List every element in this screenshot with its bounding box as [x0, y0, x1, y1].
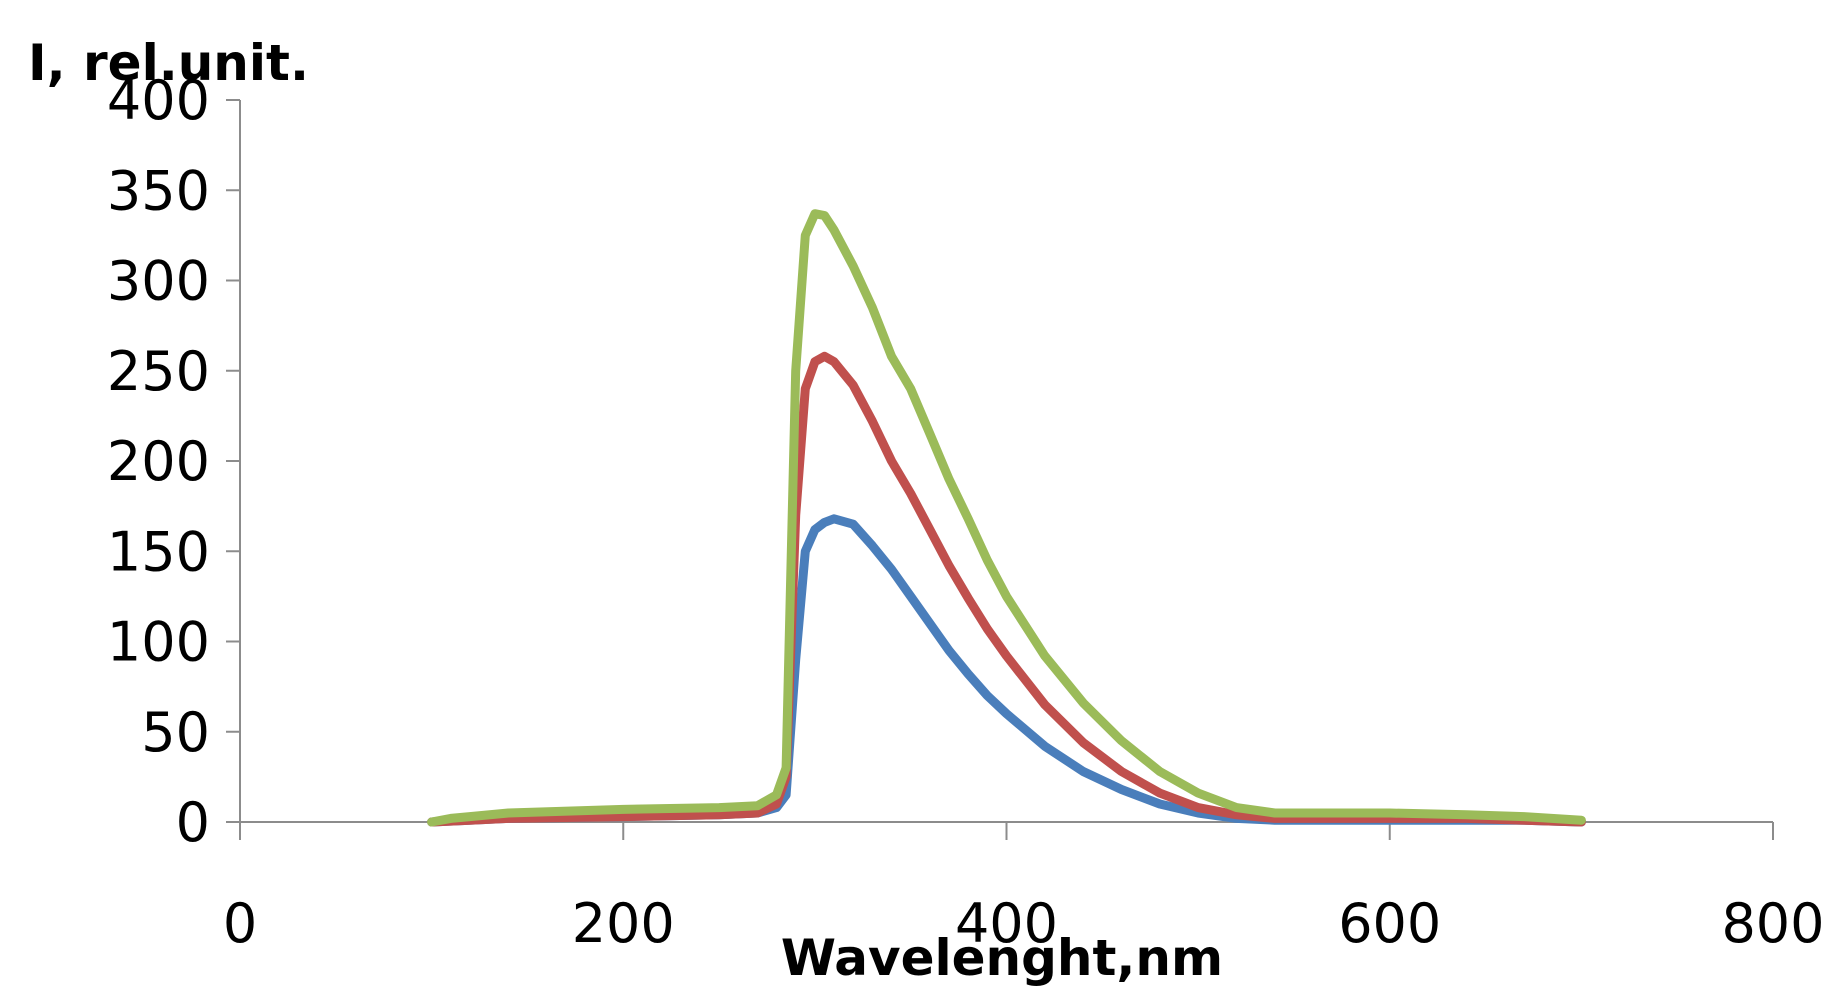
- y-tick-label: 100: [107, 611, 210, 674]
- y-tick-label: 350: [107, 159, 210, 222]
- y-tick-label: 150: [107, 520, 210, 583]
- y-tick-label: 300: [107, 250, 210, 313]
- x-tick-label: 0: [223, 892, 257, 955]
- y-tick-label: 0: [176, 791, 210, 854]
- series-line-3: [427, 209, 1586, 827]
- y-tick-label: 50: [141, 701, 210, 764]
- y-tick-label: 250: [107, 340, 210, 403]
- x-axis-title: Wavelenght,nm: [781, 929, 1223, 987]
- x-tick-label: 800: [1721, 892, 1824, 955]
- series-line-2: [427, 351, 1586, 827]
- series-line-1: [427, 514, 1586, 827]
- y-axis-title: I, rel.unit.: [28, 34, 309, 92]
- x-tick-label: 200: [572, 892, 675, 955]
- series-lines: [427, 209, 1586, 827]
- axis-ticks: 0 50 100 150 200 250 300 350 400 0 200 400 600 800: [107, 69, 1825, 955]
- x-tick-label: 600: [1338, 892, 1441, 955]
- y-tick-label: 200: [107, 430, 210, 493]
- x-tick-label: 400: [955, 892, 1058, 955]
- y-tick-label: 400: [107, 69, 210, 132]
